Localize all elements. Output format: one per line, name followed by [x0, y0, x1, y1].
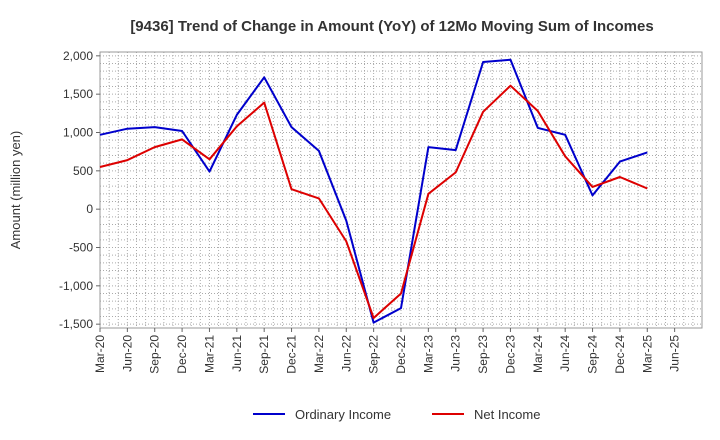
- x-tick-label: Mar-24: [531, 335, 545, 373]
- y-tick-label: -1,500: [59, 317, 93, 331]
- y-tick-label: 0: [86, 202, 93, 216]
- x-tick-label: Mar-22: [312, 335, 326, 373]
- x-tick-label: Dec-20: [175, 335, 189, 374]
- series-layer: [99, 58, 648, 324]
- x-tick-label: Jun-24: [558, 335, 572, 372]
- series-line-net-income: [99, 84, 648, 319]
- x-tick-label: Mar-21: [202, 335, 216, 373]
- x-tick-label: Sep-20: [148, 335, 162, 374]
- x-tick-label: Mar-25: [640, 335, 654, 373]
- x-tick-label: Sep-21: [257, 335, 271, 374]
- x-tick-label: Jun-20: [120, 335, 134, 372]
- chart-title: [9436] Trend of Change in Amount (YoY) o…: [130, 18, 653, 35]
- x-tick-label: Dec-23: [503, 335, 517, 374]
- x-tick-label: Sep-22: [367, 335, 381, 374]
- x-axis: Mar-20 Jun-20 Sep-20 Dec-20 Mar-21 Jun-21 Sep-…: [93, 328, 682, 374]
- x-tick-label: Sep-24: [586, 335, 600, 374]
- series-line-ordinary-income: [99, 58, 648, 324]
- x-tick-label: Jun-21: [230, 335, 244, 372]
- grid: [100, 52, 702, 328]
- x-tick-label: Dec-24: [613, 335, 627, 374]
- x-tick-label: Mar-23: [421, 335, 435, 373]
- y-tick-label: 1,500: [63, 87, 93, 101]
- y-tick-label: 500: [73, 164, 93, 178]
- x-tick-label: Jun-23: [449, 335, 463, 372]
- y-tick-label: -1,000: [59, 279, 93, 293]
- legend-label: Ordinary Income: [295, 407, 391, 422]
- y-tick-label: -500: [69, 241, 93, 255]
- legend: Ordinary Income Net Income: [253, 407, 540, 422]
- y-tick-label: 2,000: [63, 49, 93, 63]
- y-axis-label: Amount (million yen): [8, 131, 23, 250]
- x-tick-label: Jun-25: [668, 335, 682, 372]
- legend-label: Net Income: [474, 407, 540, 422]
- x-tick-label: Mar-20: [93, 335, 107, 373]
- x-tick-label: Dec-21: [285, 335, 299, 374]
- x-tick-label: Dec-22: [394, 335, 408, 374]
- x-tick-label: Jun-22: [339, 335, 353, 372]
- y-tick-label: 1,000: [63, 126, 93, 140]
- x-tick-label: Sep-23: [476, 335, 490, 374]
- y-axis: 2,000 1,500 1,000 500 0 -500 -1,000 -1,500: [59, 49, 100, 331]
